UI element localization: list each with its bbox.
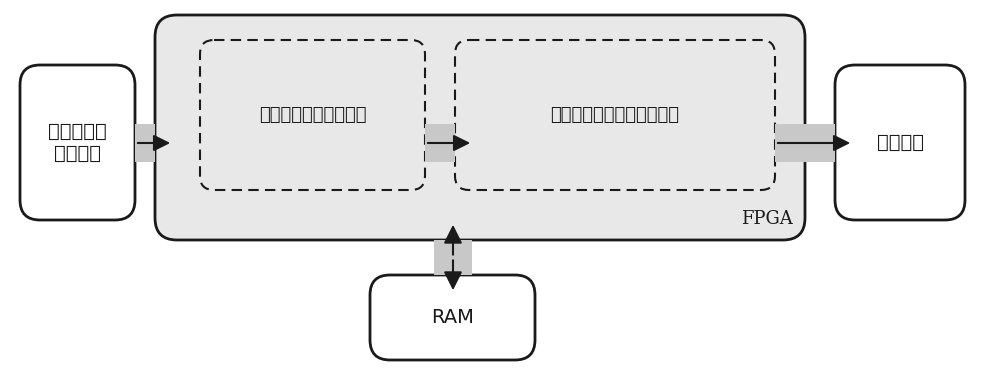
Bar [135, 124, 155, 162]
Bar [434, 240, 472, 275]
FancyBboxPatch shape [370, 275, 535, 360]
FancyBboxPatch shape [20, 65, 135, 220]
Text: 超声弹性成像实时处理模块: 超声弹性成像实时处理模块 [550, 106, 680, 124]
Text: RAM: RAM [431, 308, 474, 327]
FancyBboxPatch shape [835, 65, 965, 220]
Text: 探头及模拟
前端电路: 探头及模拟 前端电路 [48, 122, 107, 163]
FancyBboxPatch shape [455, 40, 775, 190]
Text: FPGA: FPGA [741, 210, 793, 228]
Text: 显示模块: 显示模块 [876, 133, 924, 152]
Bar [775, 124, 835, 162]
Text: 超声数字信号获取模块: 超声数字信号获取模块 [259, 106, 366, 124]
FancyBboxPatch shape [155, 15, 805, 240]
FancyBboxPatch shape [200, 40, 425, 190]
Bar [425, 124, 455, 162]
